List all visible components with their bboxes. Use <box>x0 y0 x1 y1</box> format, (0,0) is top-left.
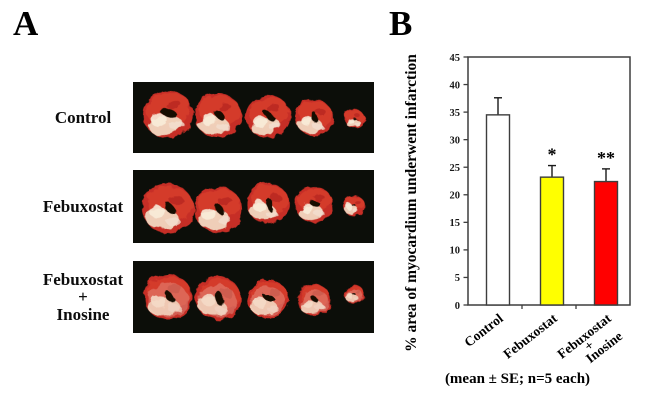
bar-chart: 0 5 10 15 20 25 30 35 40 45 Control * Febuxostat ** Fe… <box>450 53 631 372</box>
heart-tissue <box>253 115 267 128</box>
heart-section-3 <box>246 183 290 224</box>
heart-tissue <box>161 109 177 118</box>
heart-section-4 <box>297 284 331 316</box>
y-tick-label: 30 <box>450 135 461 146</box>
heart-section-2 <box>194 186 242 233</box>
panel-b-label: B <box>389 4 413 43</box>
heart-tissue <box>345 287 363 303</box>
heart-tissue <box>201 112 216 126</box>
heart-tissue <box>149 204 166 219</box>
heart-tissue <box>218 216 232 225</box>
heart-tissue <box>266 197 273 211</box>
heart-tissue <box>265 210 278 218</box>
heart-tissue <box>263 294 276 302</box>
heart-tissue <box>264 110 275 122</box>
heart-tissue <box>352 292 356 296</box>
heart-section-1 <box>142 184 194 233</box>
heart-tissue <box>314 194 325 202</box>
significance-marker-febuxostat: * <box>548 145 557 165</box>
heart-section-5 <box>343 195 365 216</box>
heart-tissue <box>309 200 321 207</box>
heart-tissue <box>300 115 312 126</box>
heart-tissue <box>214 203 226 216</box>
heart-tissue <box>353 113 360 117</box>
group-label-febuxostat: Febuxostat <box>42 196 124 216</box>
heart-tissue <box>300 289 329 314</box>
heart-tissue <box>346 203 353 210</box>
heart-tissue <box>354 121 360 125</box>
bar-control <box>485 114 511 306</box>
heart-tissue <box>312 123 324 130</box>
chart-caption: (mean ± SE; n=5 each) <box>444 371 591 387</box>
heart-tissue <box>163 202 177 215</box>
heart-section-3 <box>247 279 289 319</box>
heart-tissue <box>215 291 223 306</box>
heart-section-4 <box>295 186 333 223</box>
y-tick-label: 40 <box>450 80 461 91</box>
heart-tissue <box>352 209 359 213</box>
y-tick-label: 0 <box>455 301 460 312</box>
heart-section-5 <box>344 284 364 304</box>
heart-tissue <box>213 109 226 121</box>
heart-tissue <box>268 122 282 130</box>
heart-tissue <box>169 120 184 130</box>
group-label-febuxostat-inosine: Febuxostat + Inosine <box>42 270 124 324</box>
y-tick-label: 20 <box>450 191 461 202</box>
significance-marker-febuxostat-inosine: ** <box>597 148 615 168</box>
x-category-label-febuxostat: Febuxostat <box>500 310 560 361</box>
heart-tissue <box>310 296 320 303</box>
y-tick-label: 10 <box>450 246 461 257</box>
heart-tissue <box>151 113 167 128</box>
y-tick-label: 35 <box>450 108 461 119</box>
heart-tissue <box>165 217 181 226</box>
group-label-control: Control <box>54 107 112 127</box>
heart-photo-svg-control <box>143 90 364 139</box>
heart-section-5 <box>344 109 364 128</box>
x-category-label-febuxostat-inosine: Febuxostat+Inosine <box>554 310 627 372</box>
heart-section-1 <box>143 90 193 139</box>
heart-tissue <box>218 196 232 206</box>
heart-photo-svg-febuxostat <box>142 183 365 233</box>
heart-sections-image-febuxostat-inosine <box>133 261 374 333</box>
heart-tissue <box>352 117 356 120</box>
heart-tissue <box>252 200 266 212</box>
heart-tissue <box>219 103 233 113</box>
heart-section-2 <box>194 93 242 138</box>
y-axis-title: % area of myocardium underwent infarctio… <box>403 54 420 352</box>
heart-section-3 <box>245 95 291 138</box>
heart-section-1 <box>144 274 192 320</box>
heart-tissue <box>312 112 319 124</box>
panel-a-label: A <box>13 4 39 43</box>
heart-tissue <box>167 100 182 110</box>
heart-tissue <box>216 123 231 131</box>
heart-tissue <box>169 196 185 206</box>
heart-tissue <box>313 210 325 217</box>
y-tick-label: 45 <box>450 53 461 64</box>
heart-tissue <box>315 108 326 116</box>
heart-tissue <box>267 104 281 113</box>
heart-photo-svg-febuxostat-inosine <box>144 274 364 320</box>
y-tick-label: 25 <box>450 163 461 174</box>
bar-febuxostat <box>539 176 565 306</box>
y-tick-label: 15 <box>450 218 461 229</box>
heart-section-2 <box>195 276 241 320</box>
heart-tissue <box>164 290 175 304</box>
heart-tissue <box>347 118 354 124</box>
heart-sections-image-control <box>133 82 374 153</box>
heart-tissue <box>354 200 362 205</box>
bar-febuxostat-inosine <box>593 180 619 306</box>
heart-tissue <box>269 193 282 202</box>
heart-section-4 <box>295 99 333 136</box>
y-tick-label: 5 <box>455 273 460 284</box>
heart-tissue <box>250 286 286 317</box>
heart-tissue <box>352 204 356 207</box>
x-category-label-control: Control <box>461 310 506 350</box>
heart-tissue <box>300 203 313 214</box>
heart-sections-image-febuxostat <box>133 170 374 243</box>
heart-tissue <box>201 208 217 221</box>
